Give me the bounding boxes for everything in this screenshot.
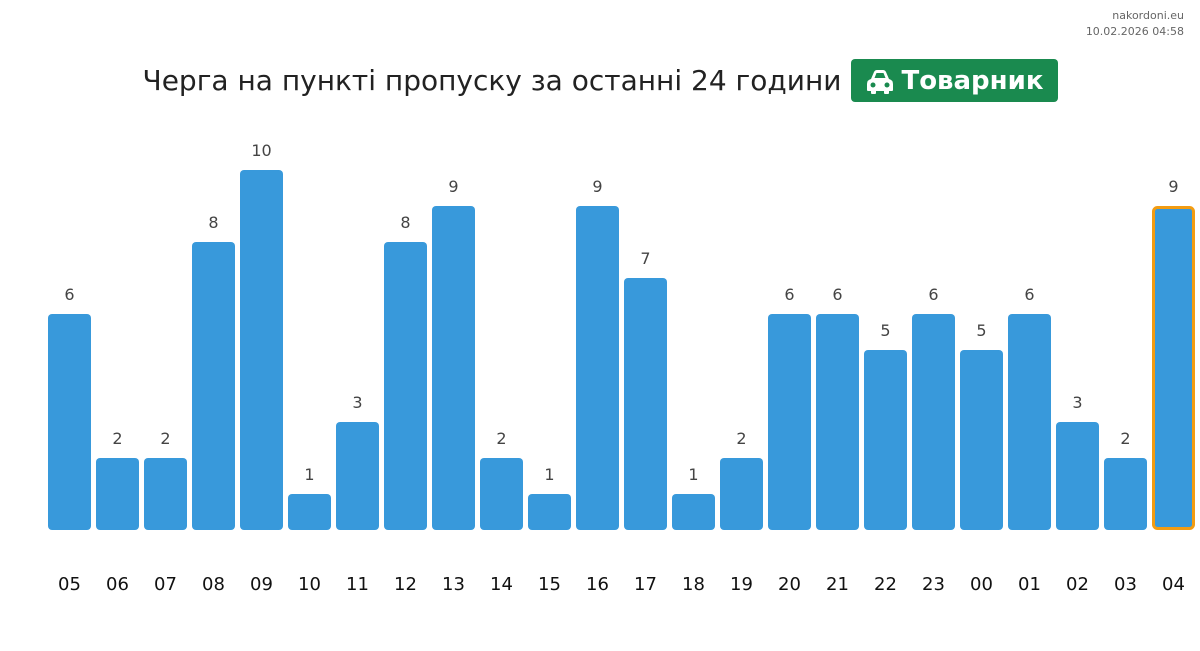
x-tick-label: 20 [778,574,801,595]
bar-value-label: 8 [208,213,218,232]
x-tick-label: 00 [970,574,993,595]
x-tick-label: 18 [682,574,705,595]
bar-03 [1104,458,1147,530]
x-tick-label: 10 [298,574,321,595]
bar-04 [1152,206,1195,530]
x-tick-label: 16 [586,574,609,595]
bar-value-label: 3 [352,393,362,412]
bar-09 [240,170,283,530]
bar-22 [864,350,907,530]
bar-16 [576,206,619,530]
bar-18 [672,494,715,530]
bar-15 [528,494,571,530]
meta-info: nakordoni.eu 10.02.2026 04:58 [1086,8,1184,40]
bar-value-label: 6 [1024,285,1034,304]
x-tick-label: 17 [634,574,657,595]
bar-value-label: 1 [304,465,314,484]
x-tick-label: 21 [826,574,849,595]
vehicle-type-badge: Товарник [851,59,1058,102]
bar-07 [144,458,187,530]
site-name: nakordoni.eu [1112,9,1184,22]
bar-06 [96,458,139,530]
bar-02 [1056,422,1099,530]
page-title: Черга на пункті пропуску за останні 24 г… [142,64,842,97]
x-tick-label: 19 [730,574,753,595]
x-tick-label: 03 [1114,574,1137,595]
x-tick-label: 08 [202,574,225,595]
bar-05 [48,314,91,530]
bar-01 [1008,314,1051,530]
bar-value-label: 9 [592,177,602,196]
bar-value-label: 5 [880,321,890,340]
bar-21 [816,314,859,530]
bar-value-label: 10 [251,141,271,160]
bar-12 [384,242,427,530]
bar-value-label: 6 [928,285,938,304]
bar-value-label: 1 [688,465,698,484]
x-tick-label: 22 [874,574,897,595]
bar-13 [432,206,475,530]
bar-value-label: 6 [832,285,842,304]
bar-value-label: 2 [1120,429,1130,448]
bar-value-label: 1 [544,465,554,484]
bar-value-label: 3 [1072,393,1082,412]
bar-17 [624,278,667,530]
bar-value-label: 2 [112,429,122,448]
timestamp: 10.02.2026 04:58 [1085,25,1184,38]
x-tick-label: 09 [250,574,273,595]
bar-20 [768,314,811,530]
bar-10 [288,494,331,530]
car-icon [867,69,894,94]
bar-value-label: 7 [640,249,650,268]
x-tick-label: 06 [106,574,129,595]
x-tick-label: 11 [346,574,369,595]
bar-value-label: 8 [400,213,410,232]
x-tick-label: 14 [490,574,513,595]
bar-value-label: 2 [736,429,746,448]
bar-19 [720,458,763,530]
bar-value-label: 5 [976,321,986,340]
chart-header: Черга на пункті пропуску за останні 24 г… [0,59,1200,102]
bar-11 [336,422,379,530]
bar-value-label: 9 [1168,177,1178,196]
x-tick-label: 12 [394,574,417,595]
x-tick-label: 15 [538,574,561,595]
badge-label: Товарник [901,65,1044,96]
bar-00 [960,350,1003,530]
bar-value-label: 6 [784,285,794,304]
x-tick-label: 13 [442,574,465,595]
x-tick-label: 04 [1162,574,1185,595]
x-tick-label: 05 [58,574,81,595]
bar-14 [480,458,523,530]
bar-23 [912,314,955,530]
x-tick-label: 01 [1018,574,1041,595]
bar-value-label: 9 [448,177,458,196]
x-tick-label: 07 [154,574,177,595]
bar-value-label: 6 [64,285,74,304]
bar-value-label: 2 [496,429,506,448]
x-tick-label: 23 [922,574,945,595]
x-tick-label: 02 [1066,574,1089,595]
bar-08 [192,242,235,530]
bar-value-label: 2 [160,429,170,448]
